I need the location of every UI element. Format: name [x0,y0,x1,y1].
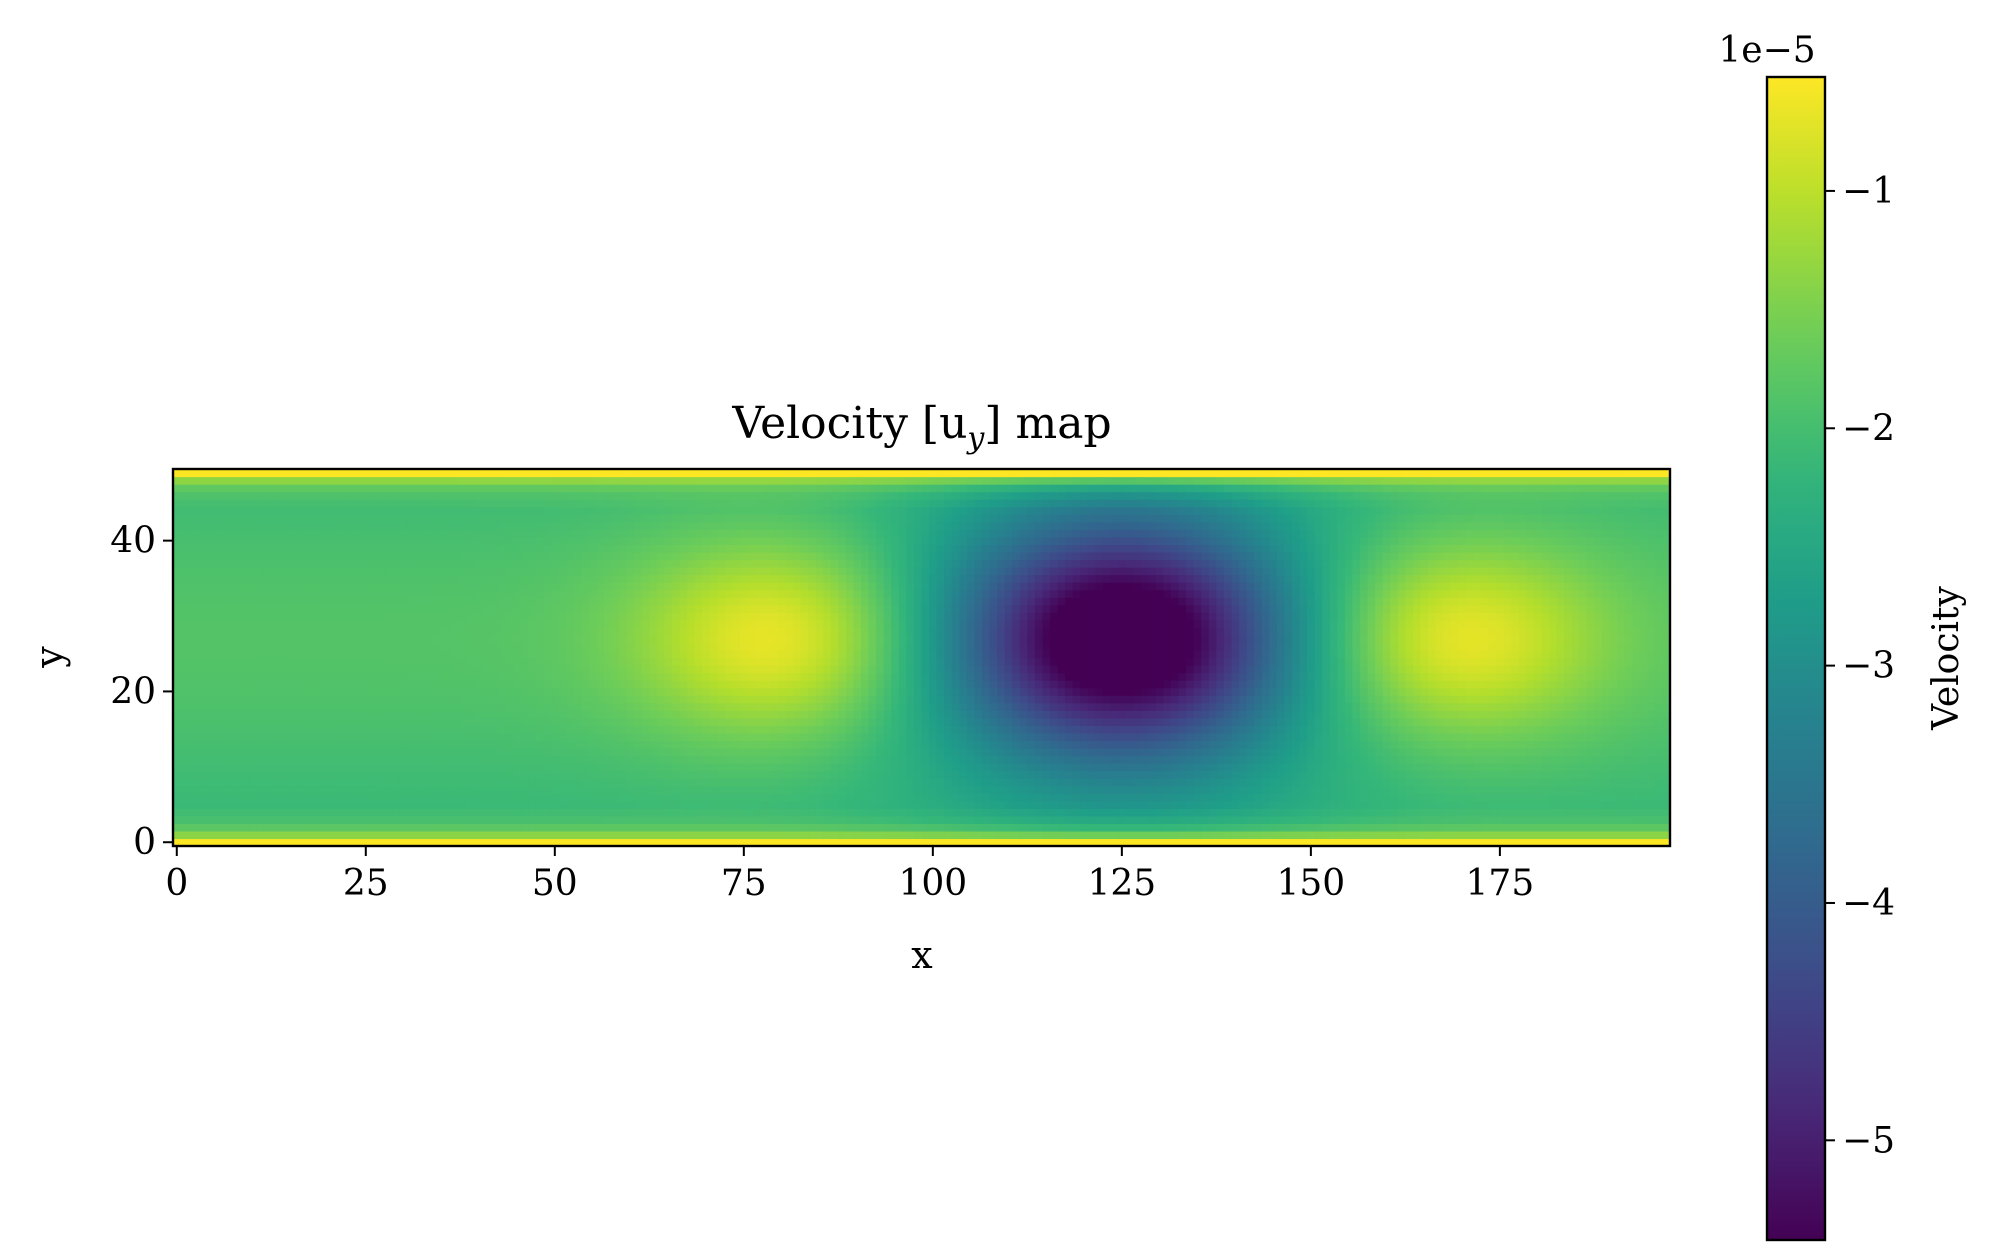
x-tick-label: 150 [1277,863,1346,904]
x-tick-label: 0 [165,863,188,904]
colorbar-tick-label: −3 [1842,646,1895,687]
x-axis-label: x [911,933,932,977]
x-axis: 0 25 50 75 100 125 150 175 [165,846,1534,904]
colorbar [1767,77,1825,1240]
x-tick-label: 125 [1087,863,1156,904]
chart-title: Velocity [uy] map [731,398,1111,456]
x-tick-label: 75 [721,863,767,904]
x-tick-label: 25 [343,863,389,904]
colorbar-tick-label: −1 [1842,171,1895,212]
colorbar-ticks: −1 −2 −3 −4 −5 [1825,171,1895,1161]
colorbar-offset-text: 1e−5 [1718,30,1815,71]
y-axis: 0 20 40 [110,521,173,863]
colorbar-tick-label: −5 [1842,1120,1895,1161]
x-tick-label: 50 [532,863,578,904]
colorbar-tick-label: −2 [1842,408,1895,449]
x-tick-label: 175 [1466,863,1535,904]
y-tick-label: 20 [110,671,156,712]
y-axis-label: y [27,646,71,669]
colorbar-label: Velocity [1926,586,1967,731]
x-tick-label: 100 [898,863,967,904]
y-tick-label: 40 [110,521,156,562]
heatmap-image [173,469,1670,846]
colorbar-tick-label: −4 [1842,883,1895,924]
y-tick-label: 0 [133,822,156,863]
plot-frame [171,467,1672,848]
colorbar-frame [1765,75,1827,1242]
